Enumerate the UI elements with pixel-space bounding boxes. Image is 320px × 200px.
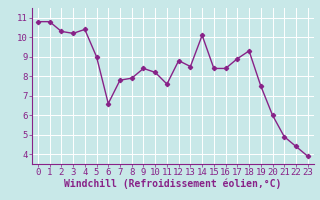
- X-axis label: Windchill (Refroidissement éolien,°C): Windchill (Refroidissement éolien,°C): [64, 179, 282, 189]
